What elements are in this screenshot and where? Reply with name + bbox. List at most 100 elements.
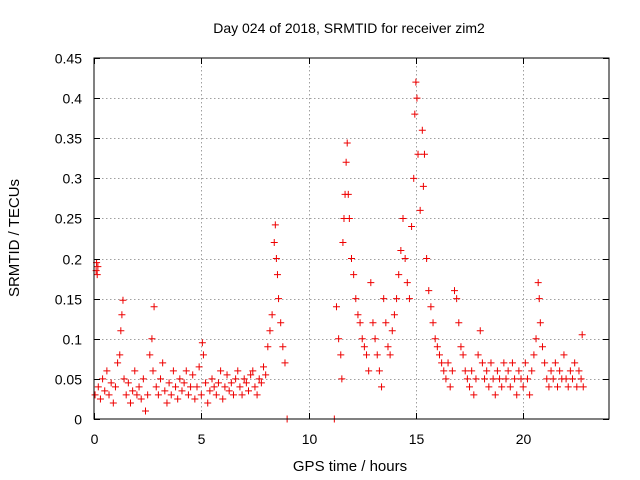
data-points [91, 78, 587, 423]
data-point [255, 375, 263, 383]
data-point [530, 351, 538, 359]
y-tick-label: 0 [74, 412, 82, 428]
data-point [405, 295, 413, 303]
data-point [521, 359, 529, 367]
data-point [109, 399, 117, 407]
data-point [232, 375, 240, 383]
data-point [150, 303, 158, 311]
data-point [167, 391, 175, 399]
data-point [453, 295, 461, 303]
data-point [388, 327, 396, 335]
grid [94, 58, 609, 419]
data-point [135, 383, 143, 391]
data-point [478, 359, 486, 367]
data-point [411, 110, 419, 118]
data-point [149, 367, 157, 375]
data-point [508, 359, 516, 367]
data-point [262, 371, 270, 379]
data-point [204, 399, 212, 407]
data-point [455, 319, 463, 327]
data-point [275, 295, 283, 303]
data-point [481, 375, 489, 383]
y-tick-label: 0.25 [55, 211, 82, 227]
data-point [180, 379, 188, 387]
data-point [260, 363, 268, 371]
y-tick-label: 0.2 [63, 252, 83, 268]
data-point [571, 359, 579, 367]
data-point [440, 367, 448, 375]
data-point [463, 375, 471, 383]
data-point [270, 239, 278, 247]
data-point [390, 311, 398, 319]
data-point [251, 383, 259, 391]
data-point [354, 311, 362, 319]
data-point [219, 395, 227, 403]
data-point [369, 319, 377, 327]
data-point [476, 327, 484, 335]
data-point [556, 367, 564, 375]
data-point [367, 279, 375, 287]
data-point [448, 367, 456, 375]
data-point [569, 375, 577, 383]
data-point [247, 371, 255, 379]
data-point [438, 359, 446, 367]
data-point [493, 367, 501, 375]
data-point [414, 150, 422, 158]
data-point [169, 367, 177, 375]
axis-ticks [94, 58, 609, 420]
data-point [146, 351, 154, 359]
data-point [534, 279, 542, 287]
data-point [198, 339, 206, 347]
data-point [337, 351, 345, 359]
data-point [118, 311, 126, 319]
data-point [344, 190, 352, 198]
y-tick-label: 0.3 [63, 171, 83, 187]
data-point [94, 263, 102, 271]
data-point [352, 295, 360, 303]
data-point [148, 335, 156, 343]
data-point [560, 351, 568, 359]
data-point [105, 391, 113, 399]
y-tick-label: 0.15 [55, 292, 82, 308]
data-point [373, 351, 381, 359]
data-point [549, 375, 557, 383]
data-point [133, 391, 141, 399]
data-point [491, 391, 499, 399]
data-point [358, 335, 366, 343]
data-point [281, 359, 289, 367]
y-tick-label: 0.35 [55, 131, 82, 147]
data-point [506, 383, 514, 391]
data-point [532, 335, 540, 343]
data-point [457, 343, 465, 351]
data-point [470, 391, 478, 399]
data-point [161, 387, 169, 395]
data-point [502, 375, 510, 383]
data-point [410, 174, 418, 182]
plot-frame [93, 57, 610, 420]
data-point [474, 351, 482, 359]
data-point [468, 367, 476, 375]
data-point [210, 383, 218, 391]
data-point [401, 255, 409, 263]
data-point [541, 359, 549, 367]
data-point [496, 375, 504, 383]
data-point [223, 371, 231, 379]
data-point [515, 367, 523, 375]
data-point [423, 255, 431, 263]
data-point [579, 383, 587, 391]
x-tick-label: 15 [409, 431, 425, 447]
chart-title: Day 024 of 2018, SRMTID for receiver zim… [213, 20, 485, 36]
x-tick-labels: 0 5 10 15 20 [91, 431, 532, 447]
data-point [96, 395, 104, 403]
data-point [339, 239, 347, 247]
data-point [279, 343, 287, 351]
data-point [126, 399, 134, 407]
data-point [485, 383, 493, 391]
y-tick-labels: 0 0.05 0.1 0.15 0.2 0.25 0.3 0.35 0.4 0.45 [55, 51, 82, 428]
data-point [159, 359, 167, 367]
data-point [399, 214, 407, 222]
data-point [416, 206, 424, 214]
data-point [212, 391, 220, 399]
data-point [227, 379, 235, 387]
data-point [472, 375, 480, 383]
